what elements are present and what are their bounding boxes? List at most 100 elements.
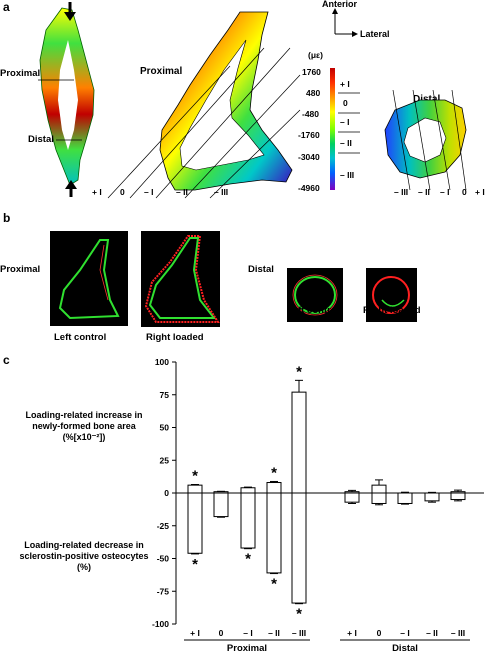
tibia-strain-image bbox=[39, 7, 95, 186]
distal-cross-section bbox=[384, 89, 467, 191]
bar bbox=[240, 487, 256, 494]
group-label-proximal: Proximal bbox=[227, 643, 267, 653]
distal-zone-plus1: + I bbox=[475, 187, 485, 197]
significance-star: * bbox=[271, 576, 277, 593]
scale-zone-minus2: – II bbox=[340, 138, 352, 148]
distal-title: Distal bbox=[413, 94, 440, 105]
load-arrow-top bbox=[64, 2, 76, 21]
micrograph-distal-label: Distal bbox=[248, 264, 274, 275]
lower-text-line1: Loading-related decrease in bbox=[24, 540, 144, 550]
y-tick-label: -25 bbox=[157, 521, 170, 531]
load-arrow-bottom bbox=[65, 180, 77, 197]
category-label: – III bbox=[292, 628, 306, 638]
group-label-distal: Distal bbox=[392, 643, 418, 653]
scale-tick-minus3040: -3040 bbox=[298, 152, 320, 162]
y-tick-label: -100 bbox=[152, 619, 169, 629]
scale-zone-minus3: – III bbox=[340, 170, 354, 180]
category-label: – I bbox=[243, 628, 252, 638]
caption-proximal-right-loaded: Right loaded bbox=[146, 332, 204, 343]
anterior-label: Anterior bbox=[322, 0, 358, 9]
scale-zone-dividers bbox=[338, 92, 360, 154]
lower-text-line2: sclerostin-positive osteocytes bbox=[19, 551, 148, 561]
micrograph-proximal-label: Proximal bbox=[0, 264, 40, 275]
scale-zone-minus1: – I bbox=[340, 117, 349, 127]
bar-chart: 100 75 50 25 0 -25 -50 -75 -100 * * * * * * * + I 0 – I – I… bbox=[152, 357, 484, 653]
caption-distal-right-loaded: Right loaded bbox=[363, 305, 421, 316]
y-tick-label: 25 bbox=[160, 455, 170, 465]
scale-tick-minus480: -480 bbox=[302, 109, 319, 119]
upper-text-line2: newly-formed bone area bbox=[32, 421, 137, 431]
y-tick-label: 100 bbox=[155, 357, 169, 367]
category-label: 0 bbox=[377, 628, 382, 638]
bar bbox=[240, 492, 256, 549]
distal-zone-0: 0 bbox=[462, 187, 467, 197]
y-tick-label: 75 bbox=[160, 390, 170, 400]
significance-star: * bbox=[271, 464, 277, 481]
caption-proximal-left-control: Left control bbox=[54, 332, 106, 343]
proximal-title: Proximal bbox=[140, 66, 182, 77]
category-label: + I bbox=[190, 628, 200, 638]
proximal-zone-0: 0 bbox=[120, 187, 125, 197]
scale-zone-plus1: + I bbox=[340, 79, 350, 89]
category-label: – II bbox=[426, 628, 438, 638]
proximal-zone-minus1: – I bbox=[144, 187, 153, 197]
proximal-zone-plus1: + I bbox=[92, 187, 102, 197]
scale-zone-0: 0 bbox=[343, 98, 348, 108]
panel-c-label: c bbox=[3, 353, 10, 367]
bar bbox=[266, 492, 282, 574]
tibia-proximal-label: Proximal bbox=[0, 68, 40, 79]
proximal-cross-section bbox=[107, 11, 301, 199]
upper-text-line3: (%[x10⁻²]) bbox=[63, 432, 106, 442]
significance-star: * bbox=[296, 606, 302, 623]
caption-distal-left-control: Left control bbox=[287, 305, 339, 316]
bar bbox=[187, 484, 203, 494]
y-tick-label: -75 bbox=[157, 586, 170, 596]
lateral-label: Lateral bbox=[360, 29, 390, 39]
micrograph-distal-right-loaded bbox=[366, 268, 417, 322]
significance-star: * bbox=[245, 551, 251, 568]
bar bbox=[266, 482, 282, 494]
lower-text-line3: (%) bbox=[77, 562, 91, 572]
distal-zone-minus2: – II bbox=[418, 187, 430, 197]
proximal-zone-minus2: – II bbox=[176, 187, 188, 197]
bar bbox=[450, 492, 466, 501]
proximal-zone-minus3: – III bbox=[214, 187, 228, 197]
category-label: – II bbox=[268, 628, 280, 638]
orientation-indicator bbox=[332, 8, 358, 37]
bar bbox=[213, 492, 229, 518]
y-tick-label: 50 bbox=[160, 423, 170, 433]
panel-b-label: b bbox=[3, 211, 10, 225]
bar bbox=[371, 484, 387, 494]
significance-star: * bbox=[192, 467, 198, 484]
distal-zone-minus3: – III bbox=[394, 187, 408, 197]
tibia-distal-label: Distal bbox=[28, 134, 54, 145]
scale-tick-minus1760: -1760 bbox=[298, 130, 320, 140]
significance-star: * bbox=[296, 363, 302, 380]
bar bbox=[424, 492, 440, 502]
upper-text-line1: Loading-related increase in bbox=[25, 410, 142, 420]
category-label: – III bbox=[451, 628, 465, 638]
scale-unit: (με) bbox=[308, 50, 323, 60]
category-label: 0 bbox=[219, 628, 224, 638]
micrograph-proximal-right-loaded bbox=[141, 231, 220, 327]
bar bbox=[344, 492, 360, 503]
bar bbox=[291, 391, 307, 494]
bar bbox=[371, 492, 387, 504]
micrograph-distal-left-control bbox=[287, 268, 343, 322]
y-tick-label: 0 bbox=[164, 488, 169, 498]
scale-tick-minus4960: -4960 bbox=[298, 183, 320, 193]
colour-scale-bar bbox=[330, 68, 335, 190]
bar bbox=[397, 492, 413, 504]
panel-a-label: a bbox=[3, 0, 10, 14]
significance-star: * bbox=[192, 556, 198, 573]
category-label: + I bbox=[347, 628, 357, 638]
scale-tick-480: 480 bbox=[306, 88, 320, 98]
scale-tick-1760: 1760 bbox=[302, 67, 321, 77]
y-tick-label: -50 bbox=[157, 554, 170, 564]
bar bbox=[291, 492, 307, 604]
bar bbox=[187, 492, 203, 554]
distal-zone-minus1: – I bbox=[440, 187, 449, 197]
micrograph-proximal-left-control bbox=[50, 231, 128, 326]
category-label: – I bbox=[400, 628, 409, 638]
